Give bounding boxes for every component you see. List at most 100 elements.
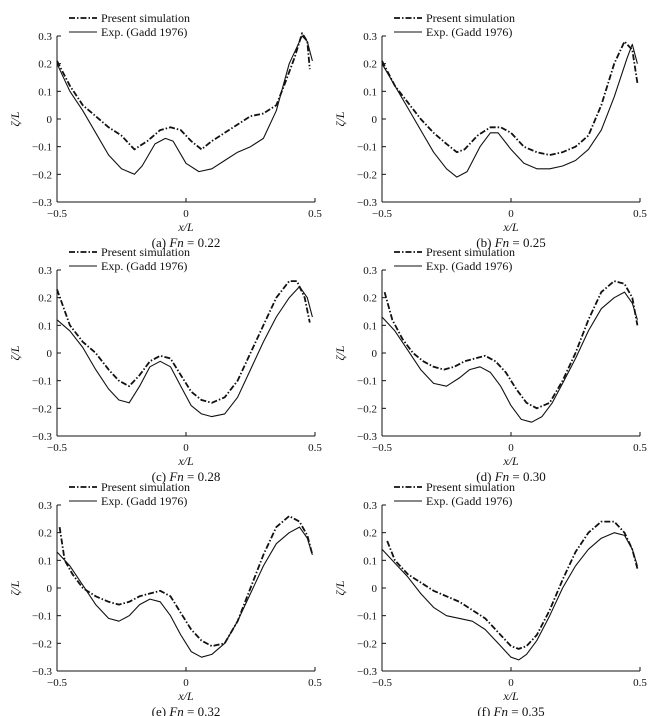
x-tick-label: 0.5 — [633, 677, 647, 689]
x-tick-label: −0.5 — [372, 677, 392, 689]
panel-caption: (f) Fn = 0.35 — [477, 704, 544, 716]
series-present-simulation — [383, 280, 639, 410]
series-exp-gadd-1976 — [56, 526, 313, 658]
series-present-simulation — [56, 280, 311, 404]
x-axis-label: x/L — [177, 689, 194, 703]
series-exp-gadd-1976 — [381, 532, 638, 661]
y-axis-label: ζ/L — [333, 345, 347, 360]
y-tick-label: −0.3 — [32, 197, 52, 209]
y-tick-label: −0.1 — [357, 376, 377, 388]
legend-entry: Present simulation — [426, 245, 515, 259]
legend-entry: Exp. (Gadd 1976) — [426, 494, 512, 508]
y-tick-label: 0 — [372, 114, 378, 126]
series-exp-gadd-1976 — [56, 35, 313, 175]
y-tick-label: 0 — [47, 114, 53, 126]
legend-entry: Present simulation — [101, 11, 190, 25]
legend-entry: Present simulation — [426, 11, 515, 25]
y-tick-label: −0.1 — [357, 142, 377, 154]
y-tick-label: −0.3 — [357, 666, 377, 678]
legend-entry: Exp. (Gadd 1976) — [101, 25, 187, 39]
x-tick-label: 0 — [183, 677, 189, 689]
series-present-simulation — [386, 520, 639, 650]
y-tick-label: 0.1 — [363, 86, 377, 98]
x-tick-label: 0.5 — [633, 442, 647, 454]
y-tick-label: −0.1 — [357, 611, 377, 623]
y-tick-label: 0.3 — [363, 265, 377, 277]
y-tick-label: 0 — [372, 348, 378, 360]
series-exp-gadd-1976 — [381, 291, 638, 423]
series-present-simulation — [56, 32, 311, 151]
y-tick-label: 0.3 — [38, 265, 52, 277]
y-tick-label: 0 — [372, 583, 378, 595]
x-tick-label: 0 — [508, 208, 514, 220]
x-tick-label: 0 — [508, 442, 514, 454]
y-axis-label: ζ/L — [8, 345, 22, 360]
y-tick-label: 0.2 — [363, 528, 377, 540]
x-tick-label: 0.5 — [308, 442, 322, 454]
legend-entry: Present simulation — [101, 480, 190, 494]
y-tick-label: −0.2 — [32, 169, 52, 181]
y-tick-label: 0.3 — [38, 500, 52, 512]
panel-c: −0.3 −0.2 −0.1 0 0.1 0.2 0.3 −0.5 0 0.5 ζ/L x/L(c) … — [8, 245, 322, 484]
y-tick-label: 0.2 — [363, 59, 377, 71]
y-axis-label: ζ/L — [8, 111, 22, 126]
y-tick-label: 0.1 — [38, 86, 52, 98]
y-tick-label: 0.2 — [38, 528, 52, 540]
y-tick-label: 0.3 — [38, 31, 52, 43]
y-tick-label: 0.1 — [38, 555, 52, 567]
series-present-simulation — [381, 40, 639, 156]
y-tick-label: 0.1 — [363, 555, 377, 567]
y-tick-label: −0.3 — [357, 197, 377, 209]
y-axis-label: ζ/L — [333, 580, 347, 595]
series-exp-gadd-1976 — [381, 43, 638, 178]
y-tick-label: −0.3 — [32, 431, 52, 443]
legend-entry: Exp. (Gadd 1976) — [426, 25, 512, 39]
y-tick-label: −0.1 — [32, 611, 52, 623]
y-tick-label: −0.2 — [32, 638, 52, 650]
y-tick-label: 0 — [47, 348, 53, 360]
x-tick-label: −0.5 — [372, 208, 392, 220]
y-tick-label: 0.2 — [38, 59, 52, 71]
panel-caption: (a) Fn = 0.22 — [152, 235, 221, 250]
panel-f: −0.3 −0.2 −0.1 0 0.1 0.2 0.3 −0.5 0 0.5 ζ/L x/L(f) … — [333, 480, 647, 716]
legend-entry: Exp. (Gadd 1976) — [426, 259, 512, 273]
y-tick-label: 0.2 — [38, 293, 52, 305]
panel-d: −0.3 −0.2 −0.1 0 0.1 0.2 0.3 −0.5 0 0.5 ζ/L x/L(d) … — [333, 245, 647, 484]
x-tick-label: 0.5 — [633, 208, 647, 220]
y-tick-label: −0.2 — [357, 169, 377, 181]
y-tick-label: −0.2 — [357, 403, 377, 415]
panel-b: −0.3 −0.2 −0.1 0 0.1 0.2 0.3 −0.5 0 0.5 ζ/L x/L(b) … — [333, 11, 647, 250]
x-tick-label: −0.5 — [47, 442, 67, 454]
panel-caption: (c) Fn = 0.28 — [152, 469, 221, 484]
panel-caption: (b) Fn = 0.25 — [476, 235, 545, 250]
y-axis-label: ζ/L — [333, 111, 347, 126]
y-tick-label: 0.3 — [363, 500, 377, 512]
x-axis-label: x/L — [177, 220, 194, 234]
y-tick-label: −0.1 — [32, 142, 52, 154]
y-tick-label: −0.2 — [357, 638, 377, 650]
y-tick-label: −0.3 — [32, 666, 52, 678]
legend-entry: Exp. (Gadd 1976) — [101, 494, 187, 508]
x-tick-label: −0.5 — [47, 677, 67, 689]
y-tick-label: −0.3 — [357, 431, 377, 443]
x-tick-label: 0 — [508, 677, 514, 689]
series-exp-gadd-1976 — [56, 286, 313, 418]
x-tick-label: 0 — [183, 208, 189, 220]
y-tick-label: −0.2 — [32, 403, 52, 415]
series-present-simulation — [58, 515, 314, 647]
y-tick-label: 0.1 — [38, 320, 52, 332]
x-axis-label: x/L — [177, 454, 194, 468]
y-tick-label: 0.2 — [363, 293, 377, 305]
panel-a: −0.3 −0.2 −0.1 0 0.1 0.2 0.3 −0.5 0 0.5 ζ/L x/L(a) … — [8, 11, 322, 250]
panel-e: −0.3 −0.2 −0.1 0 0.1 0.2 0.3 −0.5 0 0.5 ζ/L x/L(e) … — [8, 480, 322, 716]
panel-caption: (e) Fn = 0.32 — [152, 704, 221, 716]
x-axis-label: x/L — [502, 220, 519, 234]
x-tick-label: 0 — [183, 442, 189, 454]
legend-entry: Present simulation — [426, 480, 515, 494]
y-tick-label: −0.1 — [32, 376, 52, 388]
x-tick-label: −0.5 — [47, 208, 67, 220]
y-tick-label: 0 — [47, 583, 53, 595]
panel-caption: (d) Fn = 0.30 — [476, 469, 545, 484]
legend-entry: Present simulation — [101, 245, 190, 259]
y-tick-label: 0.3 — [363, 31, 377, 43]
